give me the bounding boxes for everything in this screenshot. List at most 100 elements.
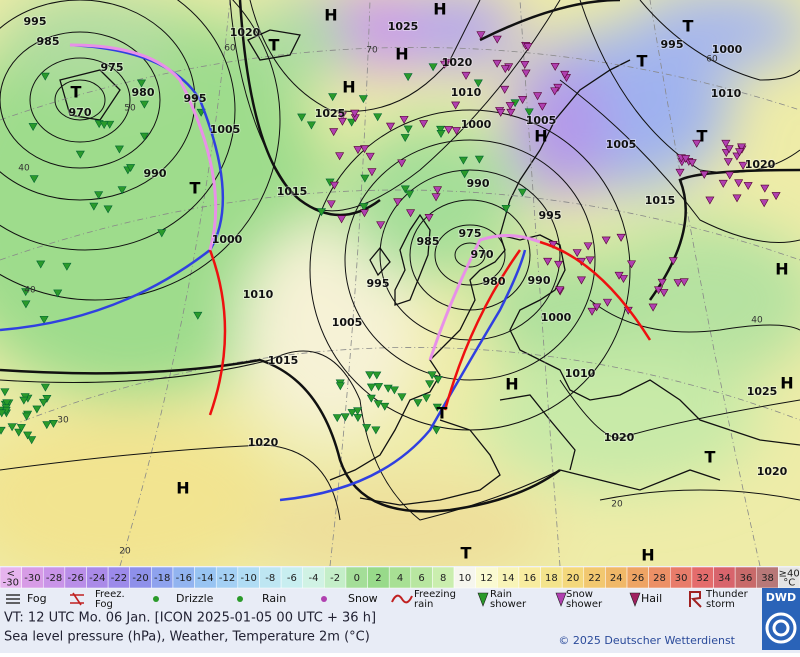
- snow-shower-symbol: [550, 87, 560, 96]
- pressure-center: T: [461, 544, 472, 563]
- snow-shower-symbol: [759, 199, 769, 208]
- snow-shower-symbol: [675, 168, 685, 177]
- pressure-center: T: [190, 179, 201, 198]
- rain-shower-symbol: [7, 423, 17, 432]
- scale-label: -14: [197, 573, 213, 584]
- snow-shower-symbol: [451, 101, 461, 110]
- rain-shower-symbol: [40, 72, 50, 81]
- isobar-label: 1015: [277, 185, 308, 198]
- rain-shower-symbol: [425, 380, 435, 389]
- snow-shower-symbol: [550, 62, 560, 71]
- hail-icon: [629, 592, 641, 607]
- isobar: [54, 79, 106, 121]
- symbol-label: Thunder storm: [705, 589, 749, 610]
- snow-shower-symbol: [500, 65, 510, 74]
- rain-shower-symbol: [397, 393, 407, 402]
- snow-shower-symbol: [367, 168, 377, 177]
- rain-shower-symbol: [473, 79, 483, 88]
- rain-shower-symbol: [359, 203, 369, 212]
- snow-shower-symbol: [771, 192, 781, 201]
- scale-label: -12: [219, 573, 235, 584]
- snow-shower-symbol: [724, 145, 734, 154]
- pressure-center: T: [269, 36, 280, 55]
- snow-shower-symbol: [614, 271, 624, 280]
- pressure-center: H: [395, 45, 408, 64]
- rain-shower-symbol: [340, 413, 350, 422]
- snow-shower-symbol: [681, 155, 691, 164]
- pressure-center: T: [71, 83, 82, 102]
- rain-shower-symbol: [404, 190, 415, 199]
- isobar: [589, 299, 800, 333]
- snow-shower-symbol: [692, 139, 702, 148]
- rain-shower-symbol: [53, 289, 63, 298]
- rain-shower-symbol: [360, 174, 370, 183]
- snow-shower-symbol: [337, 112, 347, 121]
- fronts: [0, 43, 652, 502]
- occluded-front: [69, 43, 218, 251]
- snow-shower-symbol: [555, 286, 565, 295]
- scale-label: -22: [111, 573, 127, 584]
- isobar-label: 1000: [541, 311, 572, 324]
- rain-shower-symbol: [139, 100, 149, 109]
- scale-label: 10: [458, 573, 471, 584]
- rain-shower-symbol: [297, 113, 307, 122]
- isotherm-label: 30: [57, 416, 69, 426]
- snow-shower-symbol: [444, 126, 454, 135]
- snow-shower-symbol: [723, 158, 733, 167]
- snow-shower-symbol: [537, 102, 547, 111]
- scale-label: -18: [154, 573, 170, 584]
- snow-shower-symbol: [585, 256, 595, 265]
- scale-label: 14: [502, 573, 515, 584]
- occluded-front: [428, 234, 541, 361]
- snow-shower-symbol: [659, 289, 669, 298]
- scale-label: 32: [696, 573, 709, 584]
- snow-shower-symbol: [376, 221, 386, 230]
- isobar-label: 995: [661, 38, 684, 51]
- pressure-center: H: [641, 546, 654, 565]
- isobar: [309, 109, 631, 431]
- pressure-center: T: [637, 52, 648, 71]
- isobar-label: 1015: [645, 194, 676, 207]
- snow-shower-symbol: [721, 139, 731, 148]
- cold-front: [279, 249, 527, 502]
- scale-label: 30: [675, 573, 688, 584]
- isobar-label: 995: [539, 209, 562, 222]
- isobar-label: 970: [69, 106, 92, 119]
- pressure-center: T: [705, 448, 716, 467]
- snow-shower-symbol: [679, 278, 689, 287]
- isobar-label: 980: [483, 275, 506, 288]
- rain-shower-symbol: [114, 145, 124, 154]
- rain-shower-symbol: [27, 436, 37, 445]
- snow-shower-symbol: [743, 182, 753, 191]
- isobar: [434, 224, 506, 286]
- scale-label: -6: [287, 573, 297, 584]
- rain-shower-symbol: [306, 121, 316, 130]
- weather-symbols: [0, 31, 781, 445]
- temperature-scale: < -30 -30 -28 -26 -24 -22 -20 -18 -16 -14 -12 -10 -8-…: [0, 566, 800, 589]
- isobar-label: 970: [471, 248, 494, 261]
- scale-label: 12: [480, 573, 493, 584]
- snow-icon: [321, 596, 327, 602]
- isobar-label: 1025: [747, 385, 778, 398]
- snow-shower-symbol: [601, 236, 611, 245]
- rain-shower-symbol: [38, 398, 49, 407]
- lat-lon-grid: [0, 0, 800, 566]
- isobar-label: 995: [24, 15, 47, 28]
- isobar: [0, 0, 236, 251]
- snow-shower-symbol: [592, 303, 602, 312]
- rain-shower-symbol: [328, 93, 338, 102]
- isotherm-label: 40: [751, 316, 763, 326]
- snow-shower-symbol: [337, 215, 347, 224]
- snow-shower-symbol: [385, 122, 396, 131]
- isobar-bold: [479, 0, 621, 42]
- snow-shower-symbol: [496, 108, 506, 117]
- isobar-label: 1010: [243, 288, 274, 301]
- scale-label: 2: [375, 573, 381, 584]
- isobar-label: 1010: [565, 367, 596, 380]
- isobar-label: 1005: [606, 138, 637, 151]
- rain-shower-symbol: [103, 205, 113, 214]
- scale-label: 22: [588, 573, 601, 584]
- isobar-label: 1020: [230, 26, 261, 39]
- snow-shower-symbol: [461, 71, 471, 80]
- isotherm-label: 20: [611, 500, 623, 510]
